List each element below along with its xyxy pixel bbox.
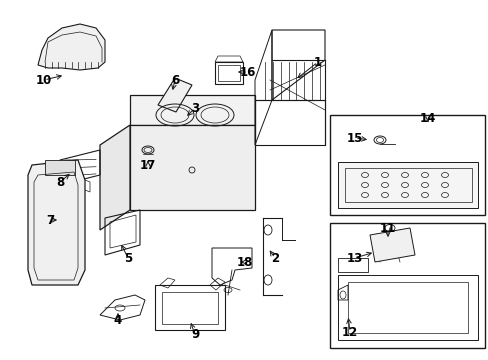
Polygon shape — [337, 162, 477, 208]
Polygon shape — [158, 78, 192, 112]
Text: 17: 17 — [140, 158, 156, 171]
Text: 5: 5 — [123, 252, 132, 265]
Text: 7: 7 — [46, 213, 54, 226]
Text: 15: 15 — [346, 131, 363, 144]
Polygon shape — [45, 160, 75, 175]
Polygon shape — [28, 160, 85, 285]
Text: 18: 18 — [236, 256, 253, 269]
Text: 14: 14 — [419, 112, 435, 125]
Text: 13: 13 — [346, 252, 363, 265]
Bar — [218, 65, 240, 81]
Text: 11: 11 — [379, 221, 395, 234]
Text: 16: 16 — [239, 66, 256, 78]
Bar — [215, 62, 243, 84]
Text: 3: 3 — [190, 102, 199, 114]
Text: 10: 10 — [36, 73, 52, 86]
Polygon shape — [38, 24, 105, 70]
Polygon shape — [130, 95, 254, 125]
Bar — [329, 115, 484, 215]
Text: 9: 9 — [190, 328, 199, 342]
Polygon shape — [369, 228, 414, 262]
Text: 4: 4 — [114, 314, 122, 327]
Text: 2: 2 — [270, 252, 279, 265]
Bar — [329, 223, 484, 348]
Polygon shape — [130, 125, 254, 210]
Text: 1: 1 — [313, 55, 322, 68]
Text: 6: 6 — [170, 73, 179, 86]
Text: 8: 8 — [56, 176, 64, 189]
Polygon shape — [100, 125, 130, 230]
Text: 12: 12 — [341, 325, 357, 338]
